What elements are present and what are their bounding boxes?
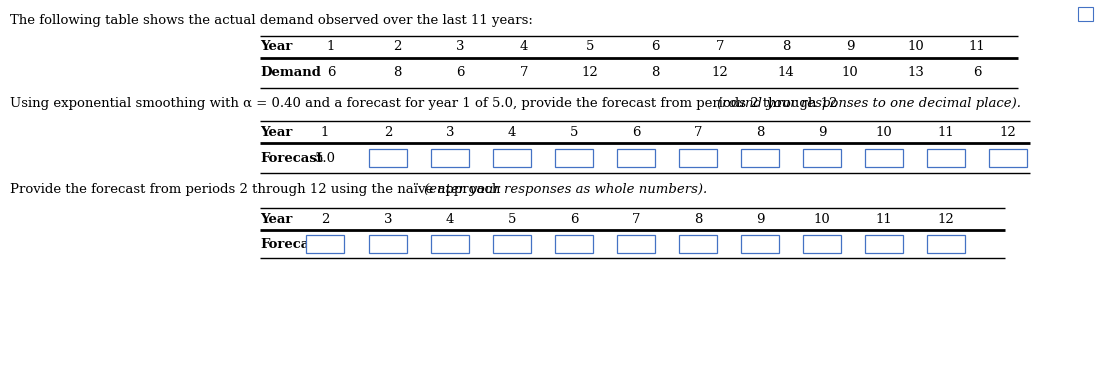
Text: Forecast: Forecast [260,238,322,250]
FancyBboxPatch shape [369,149,407,167]
Text: 1: 1 [321,126,329,138]
FancyBboxPatch shape [555,149,593,167]
Text: 9: 9 [756,212,764,226]
Text: 6: 6 [651,41,659,53]
FancyBboxPatch shape [803,149,841,167]
Text: 5.0: 5.0 [314,152,336,165]
FancyBboxPatch shape [617,235,655,253]
Text: (enter your responses as whole numbers).: (enter your responses as whole numbers). [424,182,707,196]
Text: 5: 5 [507,212,516,226]
FancyBboxPatch shape [1078,7,1093,21]
Text: 3: 3 [456,41,464,53]
Text: 7: 7 [632,212,640,226]
Text: 5: 5 [570,126,579,138]
FancyBboxPatch shape [555,235,593,253]
Text: 8: 8 [694,212,702,226]
Text: Demand: Demand [260,67,321,79]
Text: 2: 2 [384,126,392,138]
FancyBboxPatch shape [865,149,903,167]
Text: 6: 6 [632,126,640,138]
FancyBboxPatch shape [927,235,964,253]
Text: 6: 6 [570,212,579,226]
FancyBboxPatch shape [803,235,841,253]
Text: 4: 4 [446,212,454,226]
Text: 3: 3 [446,126,454,138]
Text: Provide the forecast from periods 2 through 12 using the naïve approach: Provide the forecast from periods 2 thro… [10,182,505,196]
Text: 9: 9 [817,126,826,138]
Text: 12: 12 [1000,126,1017,138]
FancyBboxPatch shape [369,235,407,253]
Text: 1: 1 [327,41,336,53]
FancyBboxPatch shape [741,235,779,253]
Text: 2: 2 [321,212,329,226]
Text: 5: 5 [585,41,594,53]
Text: Using exponential smoothing with α = 0.40 and a forecast for year 1 of 5.0, prov: Using exponential smoothing with α = 0.4… [10,97,842,111]
Text: 13: 13 [908,67,924,79]
Text: 9: 9 [846,41,854,53]
FancyBboxPatch shape [989,149,1027,167]
Text: 7: 7 [694,126,702,138]
FancyBboxPatch shape [679,149,717,167]
Text: 10: 10 [814,212,831,226]
Text: 12: 12 [582,67,599,79]
Text: 7: 7 [520,67,529,79]
Text: 11: 11 [938,126,954,138]
Text: 8: 8 [392,67,401,79]
Text: 12: 12 [938,212,954,226]
Text: Year: Year [260,41,292,53]
Text: Using exponential smoothing with α = 0.40 and a forecast for year 1 of 5.0, prov: Using exponential smoothing with α = 0.4… [10,97,1115,111]
FancyBboxPatch shape [493,149,531,167]
Text: 6: 6 [327,67,336,79]
Text: The following table shows the actual demand observed over the last 11 years:: The following table shows the actual dem… [10,14,533,27]
Text: 10: 10 [908,41,924,53]
Text: Forecast: Forecast [260,152,322,165]
FancyBboxPatch shape [741,149,779,167]
Text: 2: 2 [392,41,401,53]
Text: 6: 6 [456,67,464,79]
FancyBboxPatch shape [432,149,469,167]
FancyBboxPatch shape [927,149,964,167]
Text: 8: 8 [651,67,659,79]
FancyBboxPatch shape [617,149,655,167]
Text: Year: Year [260,126,292,138]
Text: 6: 6 [972,67,981,79]
FancyBboxPatch shape [865,235,903,253]
Text: 10: 10 [875,126,892,138]
FancyBboxPatch shape [493,235,531,253]
Text: 4: 4 [507,126,516,138]
FancyBboxPatch shape [432,235,469,253]
Text: 4: 4 [520,41,529,53]
Text: 14: 14 [777,67,794,79]
Text: Year: Year [260,212,292,226]
Text: 12: 12 [711,67,728,79]
Text: 8: 8 [756,126,764,138]
FancyBboxPatch shape [679,235,717,253]
Text: 10: 10 [842,67,859,79]
Text: 11: 11 [875,212,892,226]
FancyBboxPatch shape [306,235,345,253]
Text: 7: 7 [716,41,725,53]
Text: 11: 11 [969,41,986,53]
Text: 3: 3 [384,212,392,226]
Text: (round your responses to one decimal place).: (round your responses to one decimal pla… [717,97,1021,111]
Text: 8: 8 [782,41,791,53]
